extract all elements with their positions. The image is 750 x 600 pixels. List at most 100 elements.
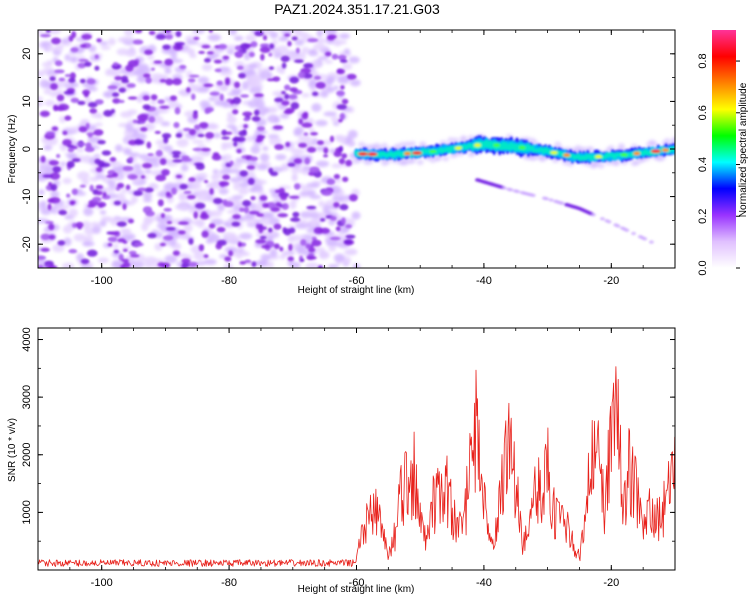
noise-blob	[82, 89, 91, 96]
noise-blob	[140, 127, 148, 132]
noise-blob	[181, 258, 191, 264]
noise-blob	[59, 161, 67, 166]
noise-blob	[293, 183, 301, 190]
noise-blob	[259, 46, 271, 53]
noise-blob	[160, 121, 171, 127]
noise-blob	[127, 59, 139, 68]
noise-foreground	[38, 30, 358, 268]
noise-blob	[281, 62, 287, 69]
noise-blob	[333, 202, 340, 208]
spectrogram-signal	[353, 133, 675, 244]
noise-blob	[283, 109, 293, 115]
noise-blob	[160, 213, 165, 219]
noise-blob	[45, 131, 56, 136]
halo-blob	[633, 159, 641, 166]
noise-blob	[120, 264, 126, 268]
noise-blob	[291, 147, 305, 156]
signal-peak	[454, 146, 462, 150]
noise-blob	[343, 48, 351, 55]
noise-blob	[307, 80, 318, 89]
noise-blob	[287, 260, 295, 267]
noise-blob	[254, 93, 264, 98]
noise-blob	[126, 83, 136, 88]
noise-blob	[242, 111, 253, 117]
noise-blob	[190, 182, 202, 190]
snr-y-tick-label: 1000	[21, 500, 33, 524]
noise-blob	[93, 129, 104, 136]
noise-blob	[289, 87, 298, 93]
noise-blob	[41, 62, 53, 67]
noise-blob	[308, 252, 315, 257]
noise-blob	[148, 30, 156, 36]
noise-blob	[142, 162, 152, 169]
noise-blob	[228, 30, 238, 36]
noise-blob	[206, 51, 214, 55]
noise-blob	[77, 62, 87, 69]
noise-blob	[175, 133, 183, 138]
noise-blob	[52, 243, 65, 253]
main-signal-band	[354, 135, 675, 164]
spectrogram-x-tick-label: -40	[476, 275, 492, 287]
signal-peak	[412, 151, 423, 155]
noise-blob	[308, 127, 315, 133]
noise-blob	[231, 162, 242, 169]
noise-blob	[347, 129, 358, 139]
noise-blob	[261, 244, 271, 249]
halo-blob	[617, 142, 625, 149]
noise-blob	[191, 139, 205, 144]
noise-blob	[254, 30, 264, 37]
noise-blob	[342, 62, 353, 71]
noise-blob	[201, 63, 213, 72]
noise-blob	[101, 150, 112, 156]
noise-blob	[117, 182, 125, 189]
noise-blob	[197, 76, 210, 84]
spectrogram-y-tick-label: 10	[21, 95, 33, 107]
noise-blob	[231, 221, 241, 227]
noise-blob	[137, 187, 147, 192]
noise-blob	[80, 44, 87, 48]
noise-blob	[47, 203, 52, 211]
noise-blob	[321, 189, 332, 196]
noise-blob	[177, 230, 186, 235]
noise-blob	[97, 139, 106, 145]
noise-blob	[95, 190, 103, 196]
noise-blob	[95, 113, 104, 119]
signal-peak	[550, 150, 558, 155]
noise-blob	[312, 43, 327, 51]
noise-blob	[197, 189, 210, 197]
noise-blob	[293, 128, 300, 137]
spectrogram-x-tick-label: -20	[603, 275, 619, 287]
noise-blob	[221, 136, 230, 140]
noise-blob	[327, 76, 336, 84]
noise-blob	[256, 231, 271, 239]
noise-blob	[71, 188, 78, 195]
noise-blob	[261, 213, 274, 219]
noise-blob	[57, 240, 66, 246]
noise-blob	[203, 258, 217, 266]
secondary-trace-blob	[548, 198, 554, 202]
noise-blob	[200, 147, 211, 152]
noise-blob	[217, 203, 226, 212]
noise-blob	[336, 104, 347, 110]
signal-blob	[530, 145, 535, 150]
snr-y-label: SNR (10 * v/v)	[7, 418, 18, 482]
noise-blob	[279, 246, 284, 252]
halo-blob	[409, 157, 417, 164]
noise-blob	[281, 250, 291, 257]
noise-blob	[121, 79, 130, 84]
noise-blob	[118, 253, 124, 261]
noise-blob	[62, 177, 72, 185]
noise-blob	[49, 76, 56, 82]
noise-blob	[307, 146, 317, 153]
noise-blob	[229, 177, 242, 183]
noise-blob	[233, 81, 241, 89]
noise-blob	[306, 254, 315, 261]
noise-blob	[175, 45, 181, 49]
noise-blob	[136, 75, 148, 83]
noise-blob	[54, 60, 63, 67]
snr-panel: -100 -80 -60 -40 -20 1000 2000 3000 4000 Height…	[7, 327, 676, 595]
noise-blob	[193, 251, 206, 261]
secondary-trace-blob	[559, 201, 565, 206]
noise-blob	[149, 99, 158, 105]
noise-blob	[341, 217, 346, 225]
